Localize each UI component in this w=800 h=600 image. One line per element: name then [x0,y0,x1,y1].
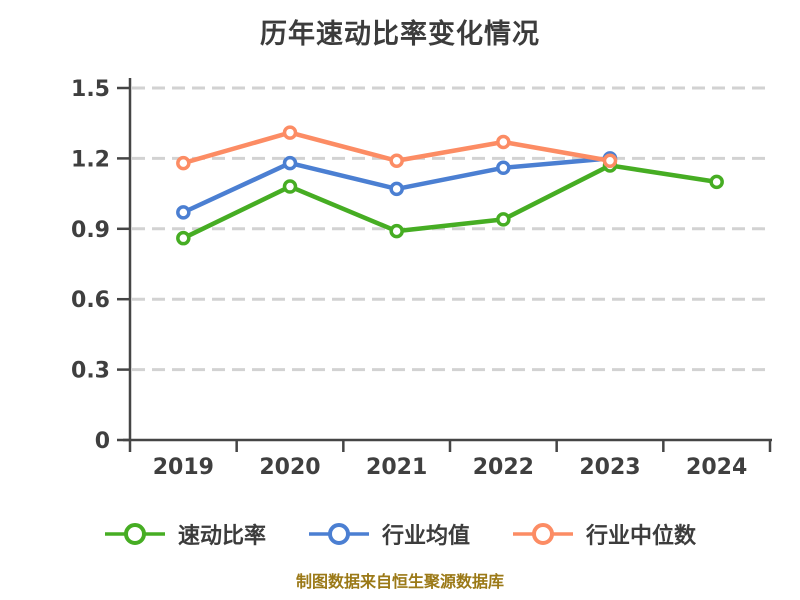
data-point-series-2 [176,155,191,171]
y-axis-tick-label: 0 [95,429,110,454]
series-line-0 [181,163,719,241]
data-point-series-0 [282,179,298,194]
y-axis-tick-label: 1.5 [71,77,110,102]
x-axis-tick-label: 2024 [686,455,747,480]
data-point-series-2 [496,134,511,150]
y-axis-tick-label: 0.6 [71,288,110,313]
legend: 速动比率 行业均值 行业中位数 [0,518,800,550]
y-axis-tick-label: 0.3 [71,359,110,384]
legend-item-0: 速动比率 [104,518,266,550]
data-point-series-0 [389,223,404,239]
legend-item-1: 行业均值 [308,518,470,550]
x-axis-tick-label: 2022 [473,455,534,480]
data-point-series-1 [282,155,298,171]
x-axis-tick-label: 2019 [153,455,214,480]
x-axis-tick-label: 2023 [579,455,640,480]
data-point-series-0 [709,174,724,190]
data-point-series-1 [389,181,404,197]
legend-label: 速动比率 [177,524,266,549]
legend-item-2: 行业中位数 [512,518,696,550]
data-point-series-0 [496,212,511,227]
y-axis-tick-label: 0.9 [71,218,110,243]
legend-marker-icon [513,523,573,545]
x-axis-tick-label: 2020 [259,455,320,480]
data-point-series-0 [176,230,191,246]
data-point-series-2 [602,153,618,168]
legend-label: 行业中位数 [586,524,697,549]
data-source-caption: 制图数据来自恒生聚源数据库 [295,572,504,591]
data-point-series-2 [282,125,298,140]
chart-title: 历年速动比率变化情况 [260,19,540,50]
y-axis-tick-label: 1.2 [71,147,110,172]
data-point-series-1 [496,160,511,176]
data-point-series-2 [389,153,404,168]
legend-marker-icon [104,523,165,545]
legend-marker-icon [308,523,369,545]
data-point-series-1 [176,205,191,220]
x-axis-tick-label: 2021 [366,455,427,480]
legend-label: 行业均值 [381,524,470,549]
